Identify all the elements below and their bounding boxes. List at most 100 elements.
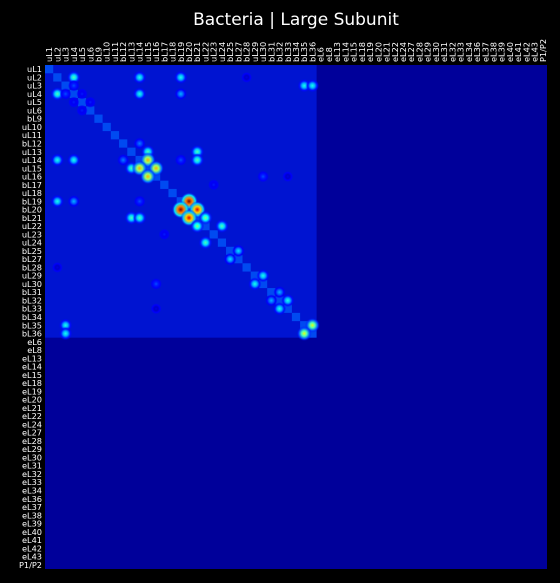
x-tick-label: uL2 — [52, 47, 62, 62]
x-axis-ticks: uL1uL2uL3uL4uL5uL6bL9uL10uL11bL12uL13uL1… — [44, 39, 548, 62]
heatmap-diagonal-cell — [94, 114, 103, 123]
heatmap-diagonal-cell — [53, 73, 62, 82]
heatmap-hotspot — [133, 195, 146, 208]
heatmap-diagonal-cell — [110, 131, 120, 140]
y-tick-label: bL36 — [22, 329, 42, 339]
y-tick-label: eL20 — [22, 395, 42, 405]
heatmap-hotspot — [76, 104, 88, 117]
heatmap-hotspot — [67, 195, 81, 208]
heatmap-hotspot — [265, 294, 278, 307]
y-tick-label: uL15 — [22, 163, 42, 173]
heatmap-hotspot — [272, 302, 287, 316]
y-tick-label: uL5 — [27, 97, 42, 107]
x-tick-label: eL6 — [316, 47, 326, 62]
heatmap-diagonal-cell — [45, 65, 54, 74]
heatmap-hotspot — [67, 70, 81, 85]
heatmap-diagonal-cell — [275, 296, 284, 305]
y-tick-label: bL28 — [22, 262, 42, 272]
heatmap-hotspot — [58, 326, 73, 341]
y-tick-label: eL27 — [22, 428, 42, 438]
x-tick-label: eL28 — [414, 42, 424, 62]
x-tick-label: eL24 — [398, 42, 408, 62]
y-tick-label: eL6 — [27, 337, 42, 347]
heatmap-diagonal-cell — [267, 288, 276, 297]
y-tick-label: eL24 — [22, 419, 42, 429]
heatmap-diagonal-cell — [168, 188, 177, 198]
x-tick-label: uL3 — [61, 47, 71, 62]
x-tick-label: uL18 — [168, 42, 178, 62]
y-tick-label: uL6 — [27, 105, 42, 115]
y-tick-label: uL1 — [27, 64, 42, 74]
x-tick-label: eL32 — [447, 42, 457, 62]
x-tick-label: eL40 — [505, 42, 515, 62]
x-tick-label: uL4 — [69, 47, 79, 62]
heatmap-hotspot — [281, 293, 295, 308]
x-tick-label: bL33 — [283, 42, 293, 62]
x-tick-label: bL17 — [159, 42, 169, 62]
y-tick-label: eL29 — [22, 444, 42, 454]
x-tick-label: P1/P2 — [538, 39, 548, 62]
x-tick-label: eL14 — [340, 42, 350, 62]
x-tick-label: eL34 — [464, 42, 474, 62]
y-tick-label: uL4 — [27, 89, 42, 99]
y-tick-label: eL21 — [22, 403, 42, 413]
heatmap-hotspot — [133, 70, 147, 84]
heatmap-hotspot — [150, 303, 162, 315]
y-tick-label: bL35 — [22, 320, 42, 330]
x-tick-label: uL14 — [135, 42, 145, 62]
heatmap-diagonal-cell — [160, 180, 169, 189]
heatmap-hotspot — [190, 219, 205, 234]
heatmap-diagonal-cell — [86, 106, 95, 115]
y-tick-label: uL16 — [22, 172, 42, 182]
heatmap-hotspot — [296, 326, 312, 341]
x-tick-label: eL31 — [439, 42, 449, 62]
heatmap-hotspot — [248, 277, 262, 291]
y-tick-label: bL25 — [22, 246, 42, 256]
x-tick-label: eL38 — [489, 42, 499, 62]
heatmap-hotspot — [140, 168, 156, 185]
y-tick-label: bL9 — [27, 114, 42, 124]
y-tick-label: eL32 — [22, 469, 42, 479]
y-tick-label: P1/P2 — [19, 560, 42, 570]
x-tick-label: eL43 — [530, 42, 540, 62]
y-tick-label: eL8 — [27, 345, 42, 355]
y-tick-label: uL22 — [22, 221, 42, 231]
x-tick-label: uL1 — [44, 47, 54, 62]
y-tick-label: uL3 — [27, 81, 42, 91]
y-tick-label: bL33 — [22, 304, 42, 314]
heatmap-hotspot — [132, 211, 147, 225]
x-tick-label: eL8 — [324, 47, 334, 62]
y-tick-label: uL14 — [22, 155, 42, 165]
heatmap-diagonal-cell — [283, 304, 292, 313]
y-tick-label: eL15 — [22, 370, 42, 380]
heatmap-hotspot — [282, 171, 294, 182]
heatmap-hotspot — [67, 153, 81, 167]
heatmap-diagonal-cell — [77, 98, 87, 107]
y-tick-label: bL34 — [22, 312, 42, 322]
y-tick-label: uL30 — [22, 279, 42, 289]
x-tick-label: eL30 — [431, 42, 441, 62]
x-tick-label: uL16 — [151, 42, 161, 62]
x-tick-label: eL41 — [513, 42, 523, 62]
y-tick-label: uL13 — [22, 147, 42, 157]
heatmap-cells — [45, 65, 317, 338]
heatmap-diagonal-cell — [242, 263, 251, 272]
heatmap-hotspot — [158, 228, 170, 240]
x-tick-label: bL12 — [118, 42, 128, 62]
x-tick-label: eL27 — [406, 42, 416, 62]
heatmap-hotspot — [273, 286, 286, 299]
x-tick-label: uL10 — [102, 42, 112, 62]
x-tick-label: eL18 — [357, 42, 367, 62]
x-tick-label: uL6 — [85, 47, 95, 62]
x-tick-label: eL29 — [423, 42, 433, 62]
heatmap-hotspot — [174, 70, 188, 84]
heatmap-hotspot — [50, 87, 65, 101]
x-tick-label: eL13 — [332, 42, 342, 62]
y-tick-label: eL39 — [22, 519, 42, 529]
heatmap-diagonal-cell — [135, 155, 144, 165]
x-tick-label: bL25 — [225, 42, 235, 62]
x-tick-label: uL22 — [200, 42, 210, 62]
heatmap-hotspots — [50, 70, 320, 341]
heatmap-hotspot — [50, 153, 64, 167]
heatmap-hotspot — [51, 262, 63, 273]
